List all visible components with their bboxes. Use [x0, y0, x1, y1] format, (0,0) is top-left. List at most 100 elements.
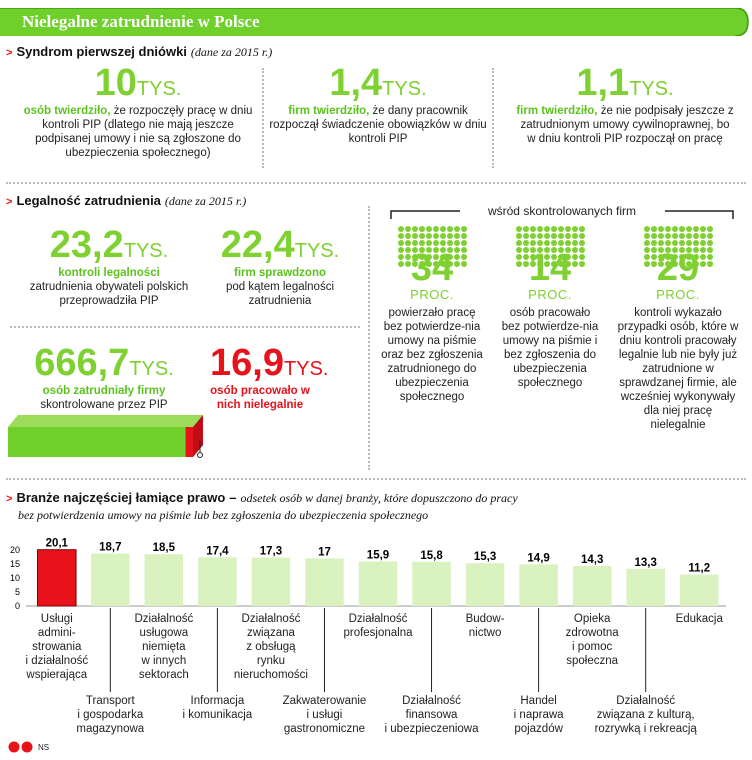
dot — [439, 247, 446, 253]
dot — [529, 261, 536, 267]
dot — [550, 247, 557, 253]
dot — [692, 261, 699, 267]
stat-value: 10 — [94, 62, 137, 104]
dot — [425, 226, 432, 232]
employment-share-bar — [8, 415, 203, 458]
dot — [678, 240, 685, 246]
dot — [529, 233, 536, 239]
dot — [643, 254, 650, 260]
dot — [671, 247, 678, 253]
dot — [664, 233, 671, 239]
bar — [144, 554, 184, 606]
bar — [465, 563, 505, 606]
dot — [543, 233, 550, 239]
dot — [643, 240, 650, 246]
dot — [453, 226, 460, 232]
dot — [678, 254, 685, 260]
dot — [664, 226, 671, 232]
dot — [564, 233, 571, 239]
dot — [411, 233, 418, 239]
dot — [692, 240, 699, 246]
dot — [650, 247, 657, 253]
stat-text: osób pracowało w nich nielegalnie — [210, 385, 310, 411]
industry-bar-chart: 20 15 10 5 0 20,1 18,7 18,5 17,4 17,3 17 15,9 15,8 15… — [10, 538, 726, 692]
dot — [550, 226, 557, 232]
dot — [557, 247, 564, 253]
dot — [515, 247, 522, 253]
dot — [439, 226, 446, 232]
stat-unit: TYS. — [136, 78, 182, 100]
dot — [453, 261, 460, 267]
dot — [692, 233, 699, 239]
dot — [397, 247, 404, 253]
stat-lead: osób zatrudniały firmy — [42, 385, 166, 397]
dot — [529, 226, 536, 232]
dot — [536, 226, 543, 232]
dot — [397, 233, 404, 239]
stat-value: 23,2 — [49, 224, 124, 266]
divider — [368, 206, 370, 470]
stat-1-4k: 1,4TYS. firm twierdziło, że dany pracown… — [268, 64, 488, 146]
bar-value-label: 14,3 — [581, 554, 603, 566]
dot — [650, 240, 657, 246]
dot — [678, 261, 685, 267]
dot — [671, 254, 678, 260]
dot — [699, 254, 706, 260]
dot — [571, 226, 578, 232]
dot — [439, 233, 446, 239]
dot — [536, 247, 543, 253]
dot — [650, 226, 657, 232]
bar-value-label: 13,3 — [634, 557, 656, 569]
section-arrow-icon: > — [6, 47, 13, 59]
dot — [446, 247, 453, 253]
dot — [650, 254, 657, 260]
stat-lead: firm twierdziło, — [288, 105, 370, 117]
page-title: Nielegalne zatrudnienie w Polsce — [22, 12, 260, 31]
dot — [515, 261, 522, 267]
dot — [515, 233, 522, 239]
dot — [685, 247, 692, 253]
dot — [578, 240, 585, 246]
dot — [664, 247, 671, 253]
stat-value: 22,4 — [220, 224, 295, 266]
dot — [678, 233, 685, 239]
dot — [432, 261, 439, 267]
dot — [453, 254, 460, 260]
dot — [404, 233, 411, 239]
bar — [519, 564, 558, 606]
dot — [650, 261, 657, 267]
dot-grid — [378, 226, 486, 267]
dot — [699, 233, 706, 239]
dot — [522, 254, 529, 260]
stat-text: że dany pracownik rozpoczął świadczenie … — [269, 105, 487, 145]
bar-value-label: 17 — [318, 546, 331, 558]
dot — [571, 233, 578, 239]
dot — [550, 240, 557, 246]
bar-value-label: 15,3 — [474, 551, 496, 563]
bar — [626, 568, 665, 606]
dot — [578, 226, 585, 232]
stat-text: skontrolowane przez PIP — [40, 399, 168, 411]
dot — [446, 240, 453, 246]
percent-text: kontroli wykazało przypadki osób, które … — [617, 307, 739, 431]
dot — [404, 226, 411, 232]
dot — [557, 261, 564, 267]
dot — [571, 240, 578, 246]
bar — [198, 557, 237, 606]
stat-lead: osób twierdziło, — [23, 105, 111, 117]
dot — [446, 233, 453, 239]
dot — [460, 233, 467, 239]
y-tick-label: 20 — [10, 545, 20, 555]
dot — [439, 261, 446, 267]
stat-666-7k: 666,7TYS. osób zatrudniały firmy skontrol… — [14, 344, 194, 412]
dot — [685, 254, 692, 260]
dot — [706, 240, 713, 246]
dot — [557, 254, 564, 260]
dot — [678, 247, 685, 253]
dot — [425, 233, 432, 239]
dot — [685, 233, 692, 239]
dot — [432, 233, 439, 239]
dot — [404, 261, 411, 267]
dot — [460, 226, 467, 232]
section-divider — [6, 182, 746, 184]
